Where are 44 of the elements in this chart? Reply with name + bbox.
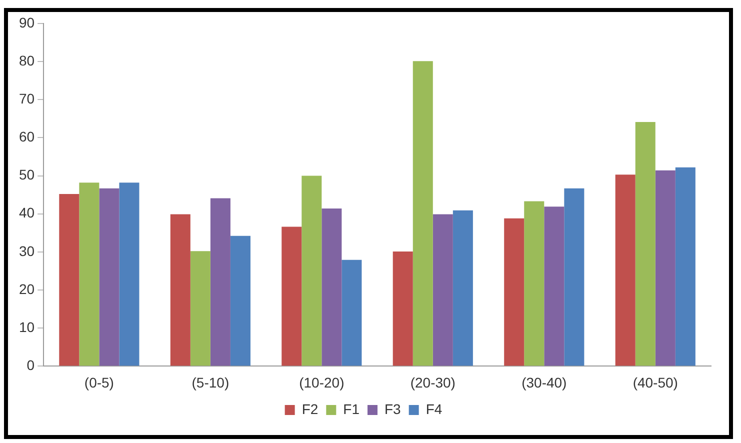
- bar: [432, 214, 453, 366]
- bar: [564, 188, 584, 366]
- x-tick-label: (30-40): [522, 374, 567, 390]
- bar: [119, 182, 140, 366]
- bar: [170, 214, 190, 366]
- legend-label: F1: [343, 400, 360, 417]
- bar: [524, 201, 544, 366]
- bar: [675, 167, 696, 366]
- bar: [230, 236, 250, 366]
- bar: [452, 210, 473, 366]
- x-tick-label: (40-50): [632, 374, 678, 390]
- legend-label: F4: [426, 400, 442, 417]
- y-tick-label: 70: [18, 90, 35, 106]
- y-tick-label: 20: [18, 280, 35, 297]
- y-tick-label: 90: [18, 14, 35, 30]
- bar: [504, 218, 524, 366]
- y-tick-label: 30: [18, 242, 35, 259]
- bar: [282, 226, 302, 366]
- bar: [79, 182, 100, 366]
- x-tick-label: (10-20): [299, 374, 344, 390]
- bar: [615, 174, 636, 366]
- bar: [302, 176, 322, 366]
- bar: [59, 194, 80, 366]
- bar: [392, 252, 413, 366]
- y-tick-label: 40: [18, 204, 35, 221]
- bar: [190, 251, 210, 366]
- bar: [544, 206, 564, 366]
- bar: [412, 61, 433, 366]
- bar: [99, 188, 120, 366]
- x-tick-label: (5-10): [192, 374, 230, 390]
- y-tick-label: 50: [18, 166, 35, 183]
- legend-label: F2: [302, 400, 318, 417]
- x-tick-label: (20-30): [410, 374, 456, 390]
- legend-label: F3: [384, 400, 402, 417]
- bar: [635, 122, 656, 366]
- x-tick-label: (0-5): [84, 374, 114, 390]
- y-tick-label: 80: [18, 52, 35, 68]
- bar: [322, 208, 342, 366]
- bar: [342, 260, 362, 366]
- y-tick-label: 60: [18, 128, 35, 145]
- bar: [655, 170, 676, 366]
- bar: [210, 198, 230, 366]
- y-tick-label: 10: [18, 318, 35, 335]
- y-tick-label: 0: [26, 357, 35, 374]
